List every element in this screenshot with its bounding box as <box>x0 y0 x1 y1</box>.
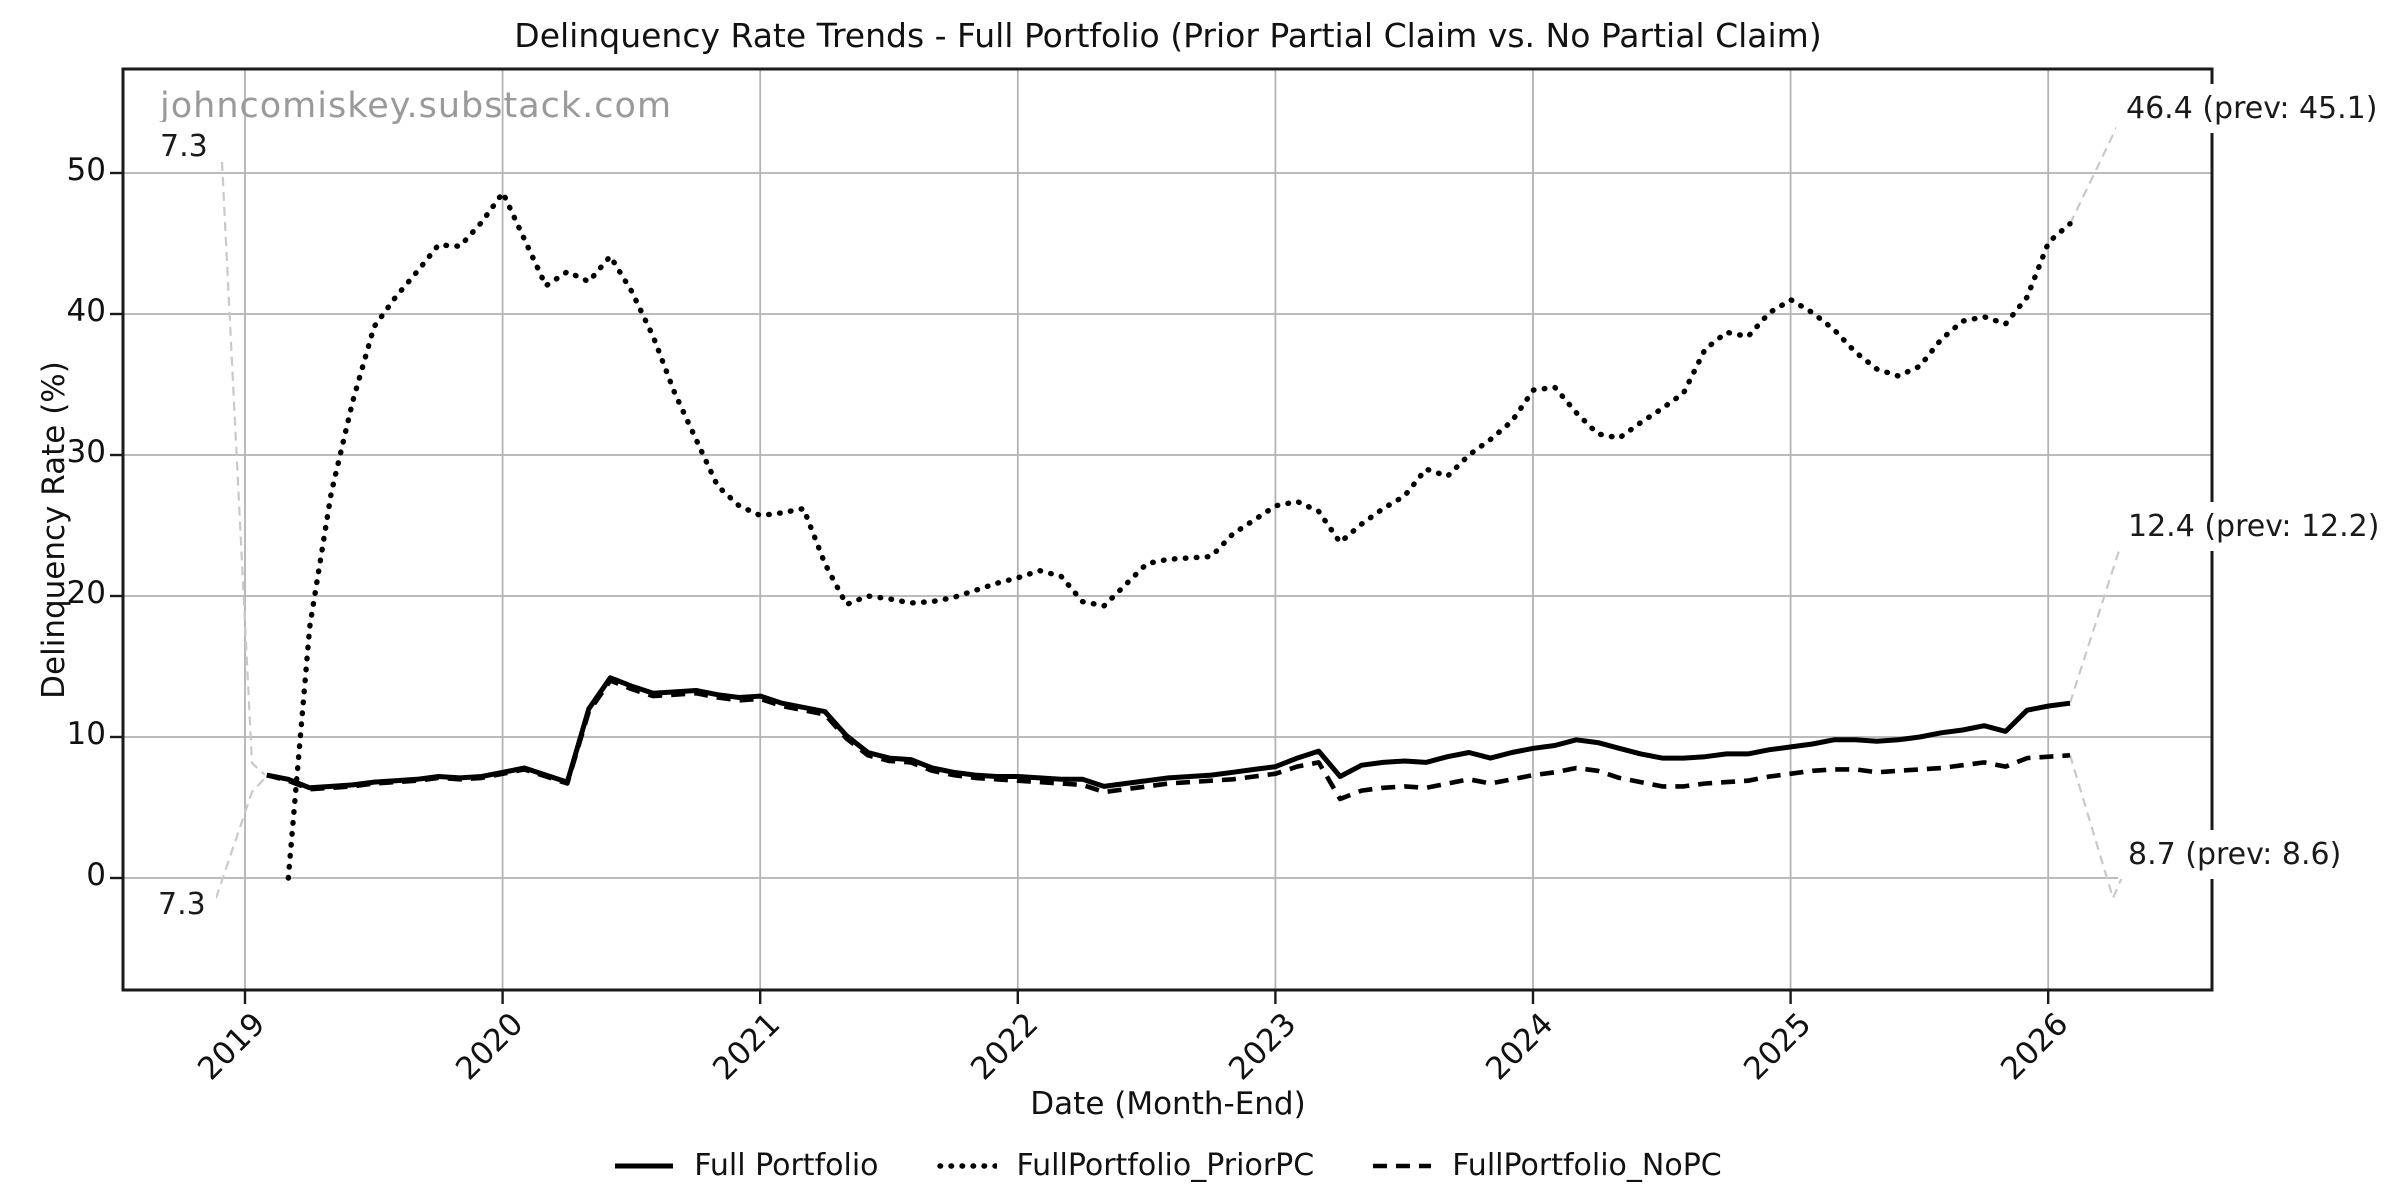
annotation-leader-line <box>2068 534 2126 704</box>
legend-label: Full Portfolio <box>694 1148 879 1183</box>
series-fullportfolio-priorpc <box>285 190 2073 881</box>
annotation-end-nopc: 8.7 (prev: 8.6) <box>2118 830 2352 879</box>
legend-label: FullPortfolio_PriorPC <box>1016 1148 1315 1183</box>
legend-label: FullPortfolio_NoPC <box>1452 1148 1722 1183</box>
series-fullportfolio-nopc <box>266 678 2071 802</box>
annotation-end-priorpc: 46.4 (prev: 45.1) <box>2116 84 2388 133</box>
y-tick-label: 0 <box>86 857 106 893</box>
x-axis-label: Date (Month-End) <box>1030 1086 1306 1122</box>
y-tick-label: 40 <box>66 293 106 329</box>
y-tick-label: 50 <box>66 152 106 188</box>
annotation-leader-line <box>220 161 266 776</box>
annotation-end-full-portfolio: 12.4 (prev: 12.2) <box>2118 502 2390 551</box>
legend: Full Portfolio FullPortfolio_PriorPC Ful… <box>0 1148 2336 1183</box>
y-tick-label: 20 <box>66 575 106 611</box>
legend-item-nopc: FullPortfolio_NoPC <box>1372 1148 1722 1183</box>
legend-swatch-dotted-line-icon <box>936 1162 997 1169</box>
legend-swatch-dashed-line-icon <box>1373 1163 1432 1168</box>
watermark: johncomiskey.substack.com <box>160 86 673 126</box>
legend-swatch-solid-line-icon <box>615 1163 674 1168</box>
annotation-start-full-portfolio: 7.3 <box>150 122 218 171</box>
annotation-leader-line <box>2069 111 2125 225</box>
legend-item-priorpc: FullPortfolio_PriorPC <box>936 1148 1315 1183</box>
plot-border <box>121 67 2214 992</box>
annotation-start-nopc: 7.3 <box>148 880 216 929</box>
chart-title: Delinquency Rate Trends - Full Portfolio… <box>514 16 1822 55</box>
legend-item-full-portfolio: Full Portfolio <box>614 1148 879 1183</box>
y-tick-label: 30 <box>66 434 106 470</box>
y-axis-label: Delinquency Rate (%) <box>36 361 72 699</box>
annotation-leader-line <box>214 777 266 899</box>
y-tick-label: 10 <box>66 716 106 752</box>
